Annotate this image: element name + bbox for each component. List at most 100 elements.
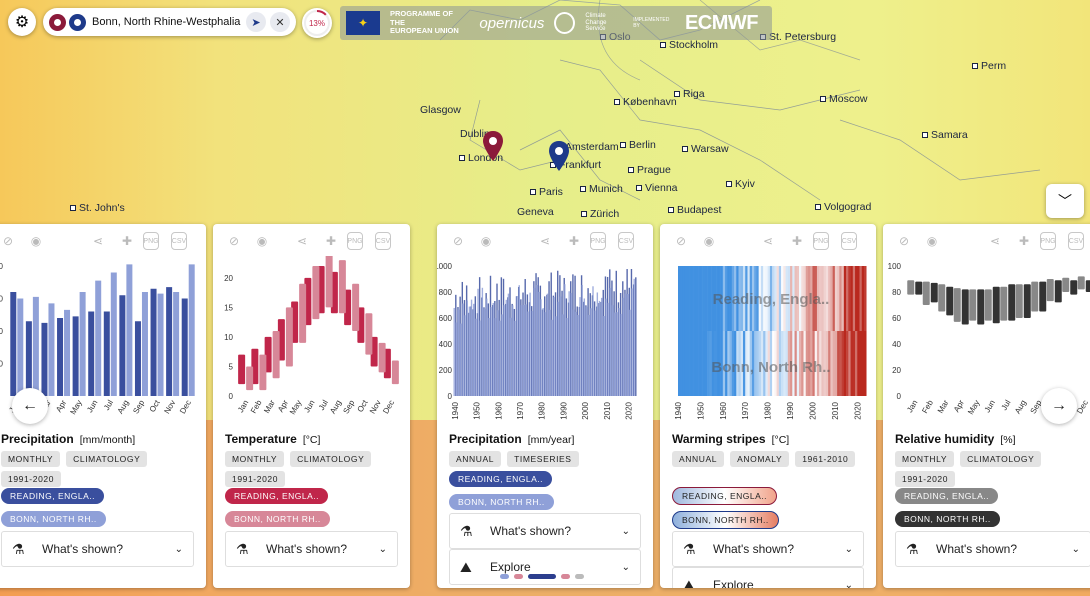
warming-stripe[interactable] <box>794 331 798 396</box>
warming-stripe[interactable] <box>767 266 771 331</box>
download-png-button[interactable]: PNG <box>813 232 829 250</box>
chart-bar[interactable] <box>181 298 188 397</box>
warming-stripe[interactable] <box>801 331 804 396</box>
chart-bar[interactable] <box>1031 281 1039 312</box>
chart-bar[interactable] <box>110 272 117 397</box>
bonn-location-chip[interactable]: BONN, NORTH RH.. <box>449 494 554 510</box>
bonn-location-chip[interactable]: BONN, NORTH RH.. <box>895 511 1000 527</box>
chart-bar[interactable] <box>488 317 490 396</box>
warming-stripe[interactable] <box>731 331 735 396</box>
explore-accordion[interactable]: ⛰ Explore ⌄ <box>672 567 864 588</box>
chart-bar[interactable] <box>103 311 110 397</box>
chart-bar[interactable] <box>516 296 518 396</box>
chart-bar[interactable] <box>79 292 86 396</box>
share-icon[interactable]: ⋖ <box>539 234 551 248</box>
chart-bar[interactable] <box>1023 284 1031 318</box>
warming-stripe[interactable] <box>857 266 860 331</box>
warming-stripe[interactable] <box>680 331 683 396</box>
reading-location-chip[interactable]: READING, ENGLA.. <box>895 488 998 504</box>
warming-stripe[interactable] <box>749 331 753 396</box>
warming-stripe[interactable] <box>816 266 820 331</box>
chart-bar[interactable] <box>603 316 605 396</box>
warming-stripe[interactable] <box>792 266 795 331</box>
warming-stripe[interactable] <box>819 266 822 331</box>
warming-stripe[interactable] <box>747 331 750 396</box>
chart-bar[interactable] <box>453 307 455 396</box>
chart-bar[interactable] <box>1054 280 1062 303</box>
warming-stripe[interactable] <box>776 266 780 331</box>
warming-stripe[interactable] <box>810 266 813 331</box>
warming-stripe[interactable] <box>787 331 791 396</box>
warming-stripe[interactable] <box>725 331 728 396</box>
warming-stripe[interactable] <box>805 331 809 396</box>
warming-stripe[interactable] <box>682 266 685 331</box>
warming-stripe[interactable] <box>781 266 784 331</box>
reading-location-chip[interactable]: READING, ENGLA.. <box>225 488 328 504</box>
warming-stripe[interactable] <box>711 331 715 396</box>
visibility-icon[interactable]: ◉ <box>926 234 938 248</box>
visibility-off-icon[interactable]: ⊘ <box>675 234 687 248</box>
warming-stripe[interactable] <box>814 266 818 331</box>
chart-bar[interactable] <box>490 307 492 396</box>
chart-bar[interactable] <box>611 305 614 396</box>
visibility-icon[interactable]: ◉ <box>30 234 42 248</box>
warming-stripe[interactable] <box>738 331 742 396</box>
compare-icon[interactable]: ✚ <box>1018 234 1030 248</box>
chart-bar[interactable] <box>529 292 531 396</box>
chart-bar[interactable] <box>466 300 468 396</box>
warming-stripe[interactable] <box>686 266 690 331</box>
download-png-button[interactable]: PNG <box>347 232 363 250</box>
download-csv-button[interactable]: CSV <box>1068 232 1084 250</box>
chart-bar[interactable] <box>609 287 612 396</box>
chart-bar[interactable] <box>496 310 499 396</box>
warming-stripe[interactable] <box>794 266 798 331</box>
compare-icon[interactable]: ✚ <box>791 234 803 248</box>
carousel-dot[interactable] <box>514 574 523 579</box>
warming-stripe[interactable] <box>718 331 721 396</box>
download-png-button[interactable]: PNG <box>590 232 606 250</box>
chart-bar[interactable] <box>930 282 938 303</box>
warming-stripe[interactable] <box>722 331 726 396</box>
warming-stripe[interactable] <box>774 266 777 331</box>
warming-stripe[interactable] <box>691 331 694 396</box>
chart-bar[interactable] <box>338 260 346 314</box>
chart-bar[interactable] <box>622 297 625 396</box>
warming-stripe[interactable] <box>830 331 833 396</box>
share-icon[interactable]: ⋖ <box>92 234 104 248</box>
warming-stripe[interactable] <box>720 266 724 331</box>
warming-stripe[interactable] <box>807 331 811 396</box>
warming-stripe[interactable] <box>682 331 685 396</box>
chart-bar[interactable] <box>590 308 592 396</box>
warming-stripe[interactable] <box>852 266 856 331</box>
chart-bar[interactable] <box>574 311 577 396</box>
warming-stripe[interactable] <box>814 331 818 396</box>
chart-bar[interactable] <box>1008 284 1016 321</box>
warming-stripe[interactable] <box>751 266 755 331</box>
locate-button[interactable]: ➤ <box>246 12 266 32</box>
carousel-next-button[interactable]: → <box>1041 388 1077 424</box>
chart-bar[interactable] <box>518 285 520 396</box>
visibility-off-icon[interactable]: ⊘ <box>228 234 240 248</box>
warming-stripe[interactable] <box>740 266 744 331</box>
download-csv-button[interactable]: CSV <box>841 232 857 250</box>
chart-bar[interactable] <box>538 291 540 396</box>
warming-stripe[interactable] <box>769 266 773 331</box>
warming-stripe[interactable] <box>855 331 858 396</box>
warming-stripe[interactable] <box>810 331 813 396</box>
chart-bar[interactable] <box>535 285 538 396</box>
warming-stripe[interactable] <box>749 266 753 331</box>
chart-bar[interactable] <box>457 309 460 396</box>
warming-stripe[interactable] <box>716 266 719 331</box>
chart-bar[interactable] <box>352 283 360 331</box>
chart-bar[interactable] <box>525 304 527 396</box>
chart-bar[interactable] <box>499 320 501 396</box>
chart-bar[interactable] <box>613 312 616 396</box>
warming-stripe[interactable] <box>695 266 699 331</box>
warming-stripe[interactable] <box>763 266 766 331</box>
warming-stripe[interactable] <box>850 266 854 331</box>
chart-bar[interactable] <box>492 302 494 396</box>
chart-bar[interactable] <box>548 309 551 396</box>
chart-bar[interactable] <box>585 306 588 396</box>
chart-bar[interactable] <box>41 322 48 396</box>
chart-bar[interactable] <box>325 256 333 308</box>
